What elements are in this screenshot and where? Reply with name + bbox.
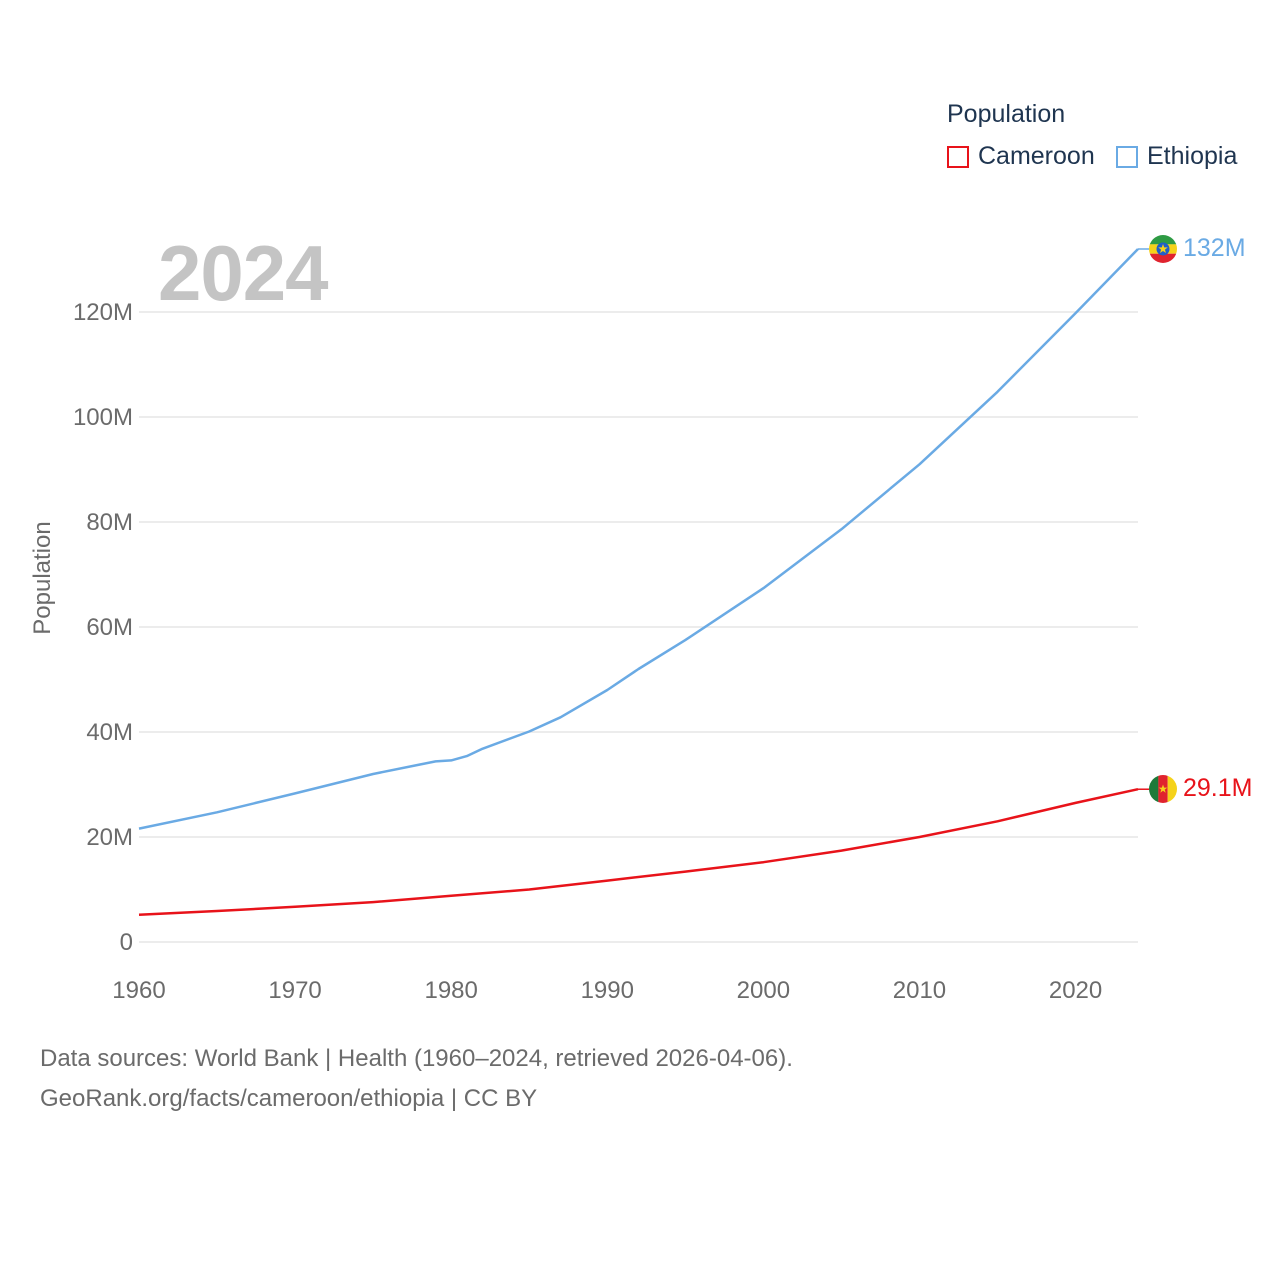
y-axis-ticks: 0 20M 40M 60M 80M 100M 120M bbox=[73, 299, 133, 956]
series-line-ethiopia[interactable] bbox=[138, 248, 1139, 830]
x-tick-label: 2000 bbox=[737, 977, 790, 1004]
cameroon-flag-icon bbox=[1149, 775, 1177, 803]
legend-title: Population bbox=[947, 100, 1066, 128]
y-tick-label: 120M bbox=[73, 299, 133, 326]
legend-item-ethiopia[interactable]: Ethiopia bbox=[1116, 142, 1237, 171]
x-tick-label: 1990 bbox=[581, 977, 634, 1004]
x-tick-label: 1960 bbox=[112, 977, 165, 1004]
footer-attribution[interactable]: GeoRank.org/facts/cameroon/ethiopia | CC… bbox=[40, 1085, 538, 1112]
y-tick-label: 0 bbox=[120, 929, 133, 956]
cameroon-end-label: 29.1M bbox=[1183, 774, 1252, 802]
x-tick-label: 2010 bbox=[893, 977, 946, 1004]
footer-sources: Data sources: World Bank | Health (1960–… bbox=[40, 1045, 793, 1072]
ethiopia-flag-icon bbox=[1149, 235, 1177, 263]
y-tick-label: 20M bbox=[86, 824, 133, 851]
series-lines bbox=[138, 248, 1149, 916]
legend-label-ethiopia: Ethiopia bbox=[1147, 142, 1238, 170]
y-axis-title: Population bbox=[29, 521, 56, 634]
legend-item-cameroon[interactable]: Cameroon bbox=[947, 142, 1095, 171]
legend-label-cameroon: Cameroon bbox=[978, 142, 1095, 170]
y-tick-label: 60M bbox=[86, 614, 133, 641]
current-year-label: 2024 bbox=[158, 229, 329, 317]
y-tick-label: 40M bbox=[86, 719, 133, 746]
x-tick-label: 1980 bbox=[424, 977, 477, 1004]
y-tick-label: 100M bbox=[73, 404, 133, 431]
cameroon-swatch-icon bbox=[947, 145, 969, 168]
series-line-cameroon[interactable] bbox=[138, 787, 1139, 916]
ethiopia-swatch-icon bbox=[1116, 145, 1138, 168]
ethiopia-end-label: 132M bbox=[1183, 234, 1246, 262]
x-tick-label: 2020 bbox=[1049, 977, 1102, 1004]
gridlines bbox=[139, 311, 1138, 943]
series-end-markers bbox=[1149, 235, 1177, 803]
y-tick-label: 80M bbox=[86, 509, 133, 536]
x-tick-label: 1970 bbox=[268, 977, 321, 1004]
x-axis-ticks: 1960 1970 1980 1990 2000 2010 2020 bbox=[112, 977, 1102, 1004]
